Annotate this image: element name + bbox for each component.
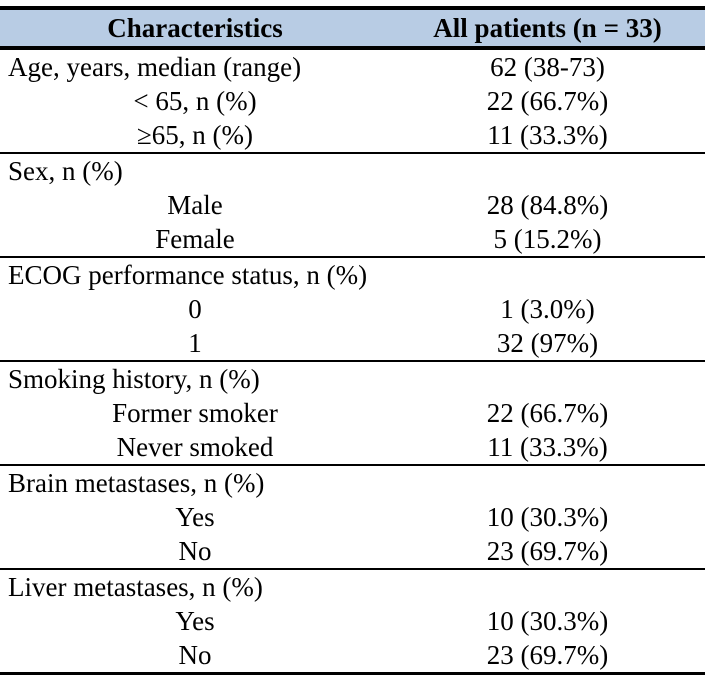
value-cell (390, 466, 705, 500)
table-row: Sex, n (%) (0, 154, 705, 188)
value-cell: 1 (3.0%) (500, 294, 595, 324)
table-row: Former smoker 22 (66.7%) (0, 396, 705, 430)
table-row: Brain metastases, n (%) (0, 466, 705, 500)
table-row: Yes 10 (30.3%) (0, 500, 705, 534)
value-cell: 23 (69.7%) (486, 536, 609, 566)
value-cell: 22 (66.7%) (486, 86, 609, 116)
table-section: Age, years, median (range) 62 (38-73) < 65… (0, 50, 705, 152)
table-row: Age, years, median (range) 62 (38-73) (0, 50, 705, 84)
value-cell: 11 (33.3%) (487, 432, 608, 462)
value-cell: 22 (66.7%) (486, 398, 609, 428)
table-row: No 23 (69.7%) (0, 534, 705, 568)
value-cell: 62 (38-73) (490, 52, 605, 82)
table-row: 0 1 (3.0%) (0, 292, 705, 326)
value-cell (390, 362, 705, 396)
table-row: 1 32 (97%) (0, 326, 705, 360)
table-row: ≥65, n (%) 11 (33.3%) (0, 118, 705, 152)
table-body: Age, years, median (range) 62 (38-73) < 65… (0, 50, 705, 672)
label-cell: Age, years, median (range) (8, 52, 302, 82)
characteristics-table: Characteristics All patients (n = 33) Ag… (0, 6, 705, 675)
value-cell: 10 (30.3%) (486, 606, 609, 636)
table-section: Brain metastases, n (%) Yes 10 (30.3%) No 23… (0, 464, 705, 568)
label-cell: Sex, n (%) (8, 156, 123, 186)
table-row: < 65, n (%) 22 (66.7%) (0, 84, 705, 118)
label-cell: ECOG performance status, n (%) (8, 260, 368, 290)
table-section: Liver metastases, n (%) Yes 10 (30.3%) No 23… (0, 568, 705, 672)
label-cell: Liver metastases, n (%) (8, 572, 263, 602)
value-cell (390, 570, 705, 604)
header-all-patients: All patients (n = 33) (433, 13, 662, 43)
table-header-row: Characteristics All patients (n = 33) (0, 10, 705, 50)
table-row: ECOG performance status, n (%) (0, 258, 705, 292)
label-cell: Former smoker (112, 398, 278, 428)
value-cell: 28 (84.8%) (486, 190, 609, 220)
value-cell: 32 (97%) (496, 328, 599, 358)
table-row: Smoking history, n (%) (0, 362, 705, 396)
label-cell: No (178, 640, 212, 670)
label-cell: ≥65, n (%) (136, 120, 254, 150)
label-cell: Female (155, 224, 235, 254)
table-row: Male 28 (84.8%) (0, 188, 705, 222)
value-cell: 5 (15.2%) (493, 224, 602, 254)
table-section: Smoking history, n (%) Former smoker 22 (6… (0, 360, 705, 464)
table-row: Female 5 (15.2%) (0, 222, 705, 256)
value-cell (390, 258, 705, 292)
table-row: No 23 (69.7%) (0, 638, 705, 672)
label-cell: Smoking history, n (%) (8, 364, 260, 394)
label-cell: Brain metastases, n (%) (8, 468, 265, 498)
label-cell: Yes (175, 606, 215, 636)
table-row: Never smoked 11 (33.3%) (0, 430, 705, 464)
label-cell: Never smoked (116, 432, 274, 462)
label-cell: 0 (188, 294, 202, 324)
label-cell: < 65, n (%) (133, 86, 257, 116)
label-cell: No (178, 536, 212, 566)
header-characteristics: Characteristics (107, 13, 283, 43)
table-row: Yes 10 (30.3%) (0, 604, 705, 638)
label-cell: Male (167, 190, 223, 220)
table-section: Sex, n (%) Male 28 (84.8%) Female 5 (15.2%) (0, 152, 705, 256)
label-cell: 1 (188, 328, 202, 358)
table-section: ECOG performance status, n (%) 0 1 (3.0%) 1… (0, 256, 705, 360)
label-cell: Yes (175, 502, 215, 532)
value-cell: 10 (30.3%) (486, 502, 609, 532)
table-row: Liver metastases, n (%) (0, 570, 705, 604)
value-cell (390, 154, 705, 188)
value-cell: 23 (69.7%) (486, 640, 609, 670)
value-cell: 11 (33.3%) (487, 120, 608, 150)
